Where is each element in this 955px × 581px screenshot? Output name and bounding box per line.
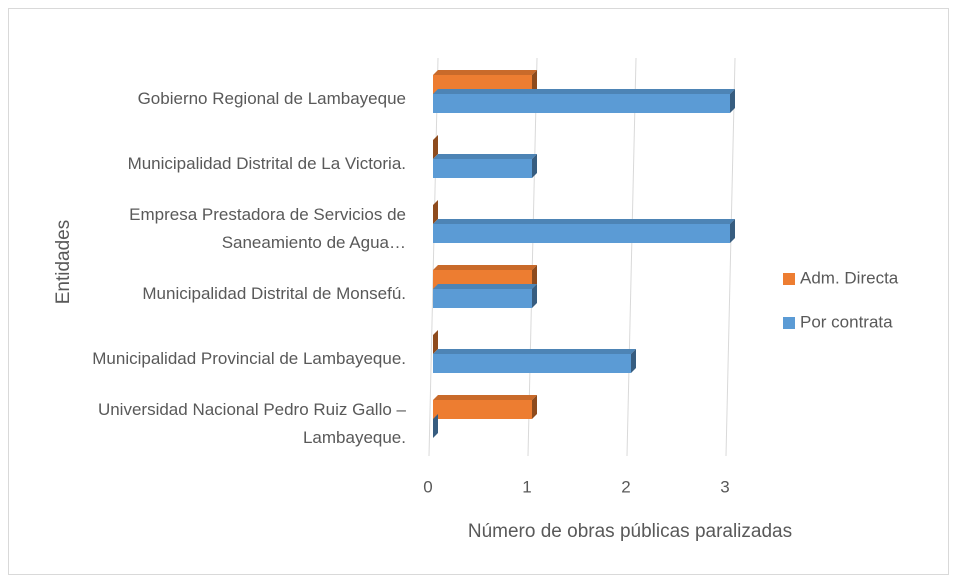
y-axis-title: Entidades [53, 220, 74, 305]
bar-top [433, 219, 735, 224]
bar-side [730, 89, 735, 113]
bar [433, 159, 532, 178]
bar-side [433, 330, 438, 354]
x-tick-label: 1 [522, 477, 531, 496]
bar-side [433, 135, 438, 159]
y-tick-label: Municipalidad Provincial de Lambayeque. [92, 348, 406, 368]
bar [433, 224, 730, 243]
x-tick-label: 0 [423, 477, 432, 496]
grid-line [725, 57, 736, 457]
chart-border [8, 8, 949, 575]
legend-swatch [783, 273, 795, 285]
y-tick-label: Universidad Nacional Pedro Ruiz Gallo – … [97, 399, 406, 447]
bar-top [433, 284, 537, 289]
grid-line [626, 57, 637, 457]
bar-top [433, 395, 537, 400]
bar [433, 94, 730, 113]
grid-line [527, 57, 538, 457]
bar-top [433, 89, 735, 94]
bar [433, 400, 532, 419]
bar-top [433, 70, 537, 75]
bar-side [433, 200, 438, 224]
y-tick-label: Gobierno Regional de Lambayeque [137, 88, 406, 108]
bar-side [532, 70, 537, 94]
legend-swatch [783, 317, 795, 329]
bar-side [433, 414, 438, 438]
y-tick-label: Municipalidad Distrital de Monsefú. [142, 283, 406, 303]
y-tick-label: Empresa Prestadora de Servicios de Sanea… [129, 204, 406, 252]
bar-side [730, 219, 735, 243]
grid-line [428, 57, 439, 457]
x-tick-label: 3 [720, 477, 729, 496]
legend-label: Adm. Directa [800, 268, 899, 287]
legend-label: Por contrata [800, 312, 893, 331]
bar-side [532, 265, 537, 289]
bar-side [532, 154, 537, 178]
bar-top [433, 154, 537, 159]
x-axis-title: Número de obras públicas paralizadas [468, 521, 792, 542]
y-tick-label: Municipalidad Distrital de La Victoria. [127, 153, 406, 173]
bar-side [532, 395, 537, 419]
bar-top [433, 349, 636, 354]
bar-top [433, 265, 537, 270]
bar-side [532, 284, 537, 308]
x-tick-label: 2 [621, 477, 630, 496]
bar [433, 289, 532, 308]
bar [433, 354, 631, 373]
bar-side [631, 349, 636, 373]
